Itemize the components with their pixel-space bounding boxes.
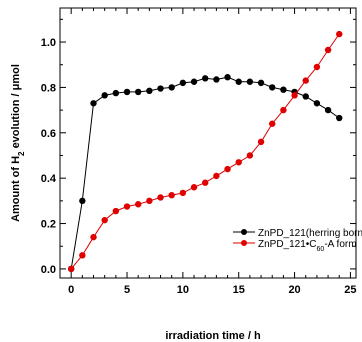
x-tick-label: 0: [68, 284, 74, 296]
data-point: [179, 79, 187, 87]
data-point: [302, 77, 309, 84]
data-point: [302, 93, 309, 100]
series-2: [67, 30, 343, 273]
label-text: ZnPD_121•C: [258, 239, 317, 250]
data-point: [324, 106, 332, 114]
data-point: [224, 165, 231, 173]
data-point: [90, 100, 97, 107]
plot-area: [59, 7, 357, 279]
y-tick-label: 1.0: [41, 37, 56, 49]
data-point: [168, 84, 175, 91]
legend-label: ZnPD_121(herring born): [258, 228, 362, 239]
data-point: [324, 46, 332, 54]
x-tick-label: 15: [233, 284, 245, 296]
x-axis-label: irradiation time / h: [165, 330, 261, 342]
data-point: [79, 197, 86, 205]
data-point: [280, 106, 287, 114]
data-point: [235, 78, 242, 85]
data-point: [235, 159, 242, 166]
data-point: [134, 201, 142, 208]
data-point: [213, 76, 220, 83]
data-point: [246, 78, 254, 85]
data-point: [202, 179, 209, 186]
data-point: [257, 79, 265, 87]
plot-border: [59, 7, 357, 279]
data-point: [112, 207, 120, 215]
data-point: [269, 84, 276, 91]
data-point: [246, 152, 254, 159]
data-point: [157, 194, 164, 201]
label-subscript: 2: [17, 151, 26, 156]
data-point: [79, 252, 86, 259]
data-point: [313, 100, 321, 107]
legend: ZnPD_121(herring born)ZnPD_121•C60-A for…: [233, 228, 362, 253]
axes: 0 5 10 15 20 25 0.0 0.2 0.4 0.6 0.8 1.0 irradiation …: [10, 8, 357, 342]
label-subscript: 60: [317, 246, 325, 253]
data-point: [257, 138, 265, 146]
legend-marker: [241, 229, 247, 235]
y-tick-label: 0.6: [41, 128, 56, 140]
x-tick-label: 20: [288, 284, 300, 296]
data-point: [190, 184, 198, 191]
data-point: [336, 114, 343, 122]
x-tick-label: 25: [344, 284, 356, 296]
legend-marker: [241, 240, 247, 246]
data-point: [291, 92, 298, 99]
data-point: [134, 88, 142, 96]
data-point: [146, 197, 153, 205]
data-point: [157, 85, 164, 92]
data-point: [179, 189, 187, 197]
data-point: [101, 92, 108, 99]
y-tick-label: 0.8: [41, 82, 56, 94]
data-point: [101, 216, 108, 224]
x-tick-label: 5: [124, 284, 130, 296]
data-point: [67, 265, 75, 273]
data-point: [146, 87, 153, 95]
data-point: [202, 75, 209, 82]
y-tick-label: 0.0: [41, 264, 56, 276]
data-point: [213, 172, 220, 180]
label-text: Amount of H: [10, 156, 22, 222]
data-point: [224, 74, 231, 81]
y-axis-label: Amount of H2 evolution / μmol: [10, 64, 26, 222]
data-point: [313, 63, 321, 71]
x-tick-label: 10: [177, 284, 189, 296]
data-point: [269, 120, 276, 127]
series-group: [67, 30, 343, 273]
data-point: [123, 203, 131, 210]
series-1: [67, 74, 343, 273]
data-point: [280, 86, 287, 93]
data-point: [123, 88, 131, 96]
data-point: [90, 233, 97, 241]
legend-label: ZnPD_121•C60-A form: [258, 239, 357, 253]
label-text: -A form: [324, 239, 356, 250]
y-tick-label: 0.4: [41, 173, 57, 185]
label-text: evolution / μmol: [10, 64, 22, 151]
data-point: [168, 191, 175, 199]
data-point: [190, 78, 198, 85]
data-point: [336, 30, 343, 38]
data-point: [112, 89, 120, 97]
y-tick-label: 0.2: [41, 219, 56, 231]
